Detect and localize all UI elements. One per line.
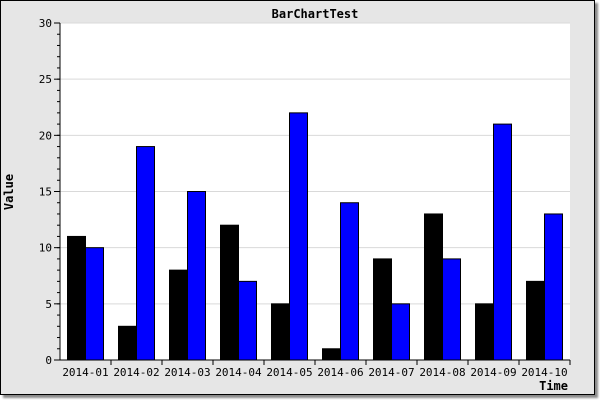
bar-2-2014-02 (136, 146, 155, 361)
y-tick-label: 30 (39, 17, 52, 30)
x-axis-title: Time (539, 379, 568, 393)
bar-1-2014-01 (67, 235, 86, 361)
bar-1-2014-10 (526, 280, 545, 361)
bar-1-2014-09 (475, 303, 494, 361)
bar-2-2014-06 (340, 202, 359, 361)
x-tick-label: 2014-10 (521, 366, 567, 379)
y-axis-title: Value (2, 174, 16, 210)
bar-1-2014-03 (169, 269, 188, 361)
bar-1-2014-08 (424, 213, 443, 361)
x-tick-label: 2014-01 (62, 366, 108, 379)
bar-1-2014-04 (220, 224, 239, 361)
bar-1-2014-07 (373, 258, 392, 361)
bars (67, 112, 563, 361)
y-tick-label: 25 (39, 73, 52, 86)
y-tick-label: 0 (45, 354, 52, 367)
x-tick-label: 2014-05 (266, 366, 312, 379)
bar-2-2014-05 (289, 112, 308, 361)
bar-2-2014-03 (187, 191, 206, 361)
bar-1-2014-06 (322, 348, 341, 361)
bar-1-2014-02 (118, 325, 137, 361)
y-tick-label: 15 (39, 186, 52, 199)
chart-title: BarChartTest (272, 7, 359, 21)
bar-2-2014-01 (85, 247, 104, 361)
bar-2-2014-08 (442, 258, 461, 361)
y-axis: 0 5 10 15 20 25 30 (39, 17, 60, 367)
x-tick-label: 2014-07 (368, 366, 414, 379)
x-tick-label: 2014-03 (164, 366, 210, 379)
x-tick-label: 2014-08 (419, 366, 465, 379)
x-tick-label: 2014-02 (113, 366, 159, 379)
x-axis: 2014-01 2014-02 2014-03 2014-04 2014-05 2014-… (62, 360, 571, 379)
bar-2-2014-04 (238, 280, 257, 361)
bar-2-2014-10 (544, 213, 563, 361)
x-tick-label: 2014-09 (470, 366, 516, 379)
x-tick-label: 2014-06 (317, 366, 363, 379)
y-tick-label: 10 (39, 242, 52, 255)
bar-1-2014-05 (271, 303, 290, 361)
y-tick-label: 20 (39, 129, 52, 142)
bar-2-2014-09 (493, 123, 512, 361)
bar-2-2014-07 (391, 303, 410, 361)
y-tick-label: 5 (45, 298, 52, 311)
x-tick-label: 2014-04 (215, 366, 262, 379)
